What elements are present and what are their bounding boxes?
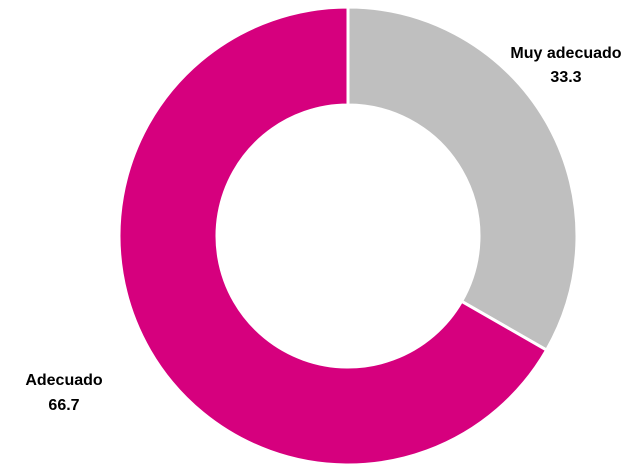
slices-group bbox=[117, 5, 579, 467]
slice-label-muy-adecuado-name: Muy adecuado bbox=[510, 45, 621, 62]
slice-label-adecuado-value: 66.7 bbox=[48, 397, 79, 414]
slice-adecuado bbox=[117, 5, 549, 467]
slice-muy-adecuado bbox=[346, 5, 579, 353]
slice-label-muy-adecuado-value: 33.3 bbox=[550, 69, 581, 86]
slice-label-adecuado-name: Adecuado bbox=[25, 372, 103, 389]
